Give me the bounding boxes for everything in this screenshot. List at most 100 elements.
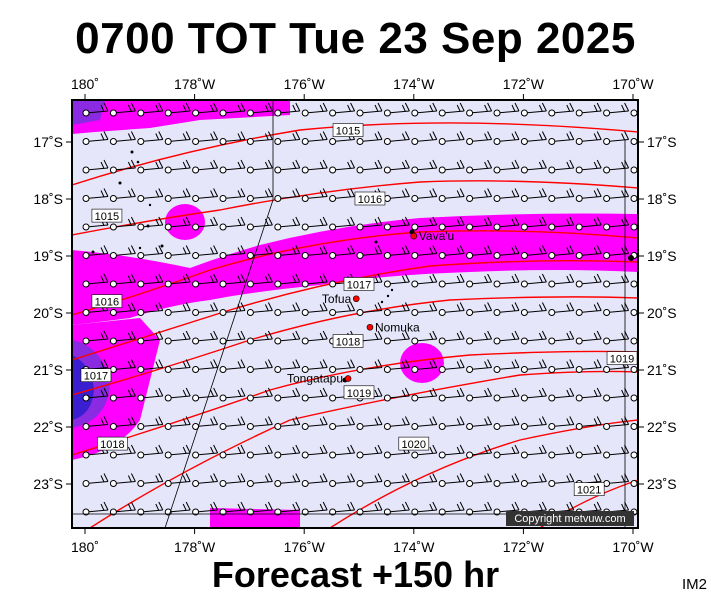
lon-label-bottom: 178˚W	[174, 539, 216, 555]
wind-barb	[603, 131, 630, 145]
isobar-label: 1016	[91, 294, 123, 309]
lat-label-left: 17˚S	[33, 134, 63, 150]
svg-text:1019: 1019	[610, 354, 634, 366]
wind-barb	[219, 501, 246, 516]
isobar-label: 1019	[606, 351, 638, 366]
wind-barb	[356, 159, 383, 174]
wind-barb	[219, 444, 246, 459]
wind-barb	[411, 216, 438, 231]
wind-barb	[438, 473, 465, 487]
wind-barb	[466, 302, 493, 316]
wind-barb	[520, 273, 547, 288]
wind-barb	[82, 159, 109, 174]
longitude-ticks-bottom: 180˚ 178˚W 176˚W 174˚W 172˚W 170˚W	[71, 528, 654, 555]
wind-barb	[411, 330, 438, 345]
wind-barb	[192, 416, 219, 430]
wind-barb	[466, 273, 493, 288]
wind-barb	[219, 245, 246, 259]
wind-barb	[548, 330, 575, 345]
wind-barb	[493, 416, 520, 430]
wind-barb	[411, 416, 438, 430]
wind-barb	[109, 501, 136, 516]
wind-barb	[520, 159, 547, 174]
wind-barb	[520, 188, 547, 202]
wind-barb	[164, 359, 191, 373]
wind-barb	[575, 387, 602, 402]
wind-barb	[329, 501, 356, 516]
wind-barb	[411, 302, 438, 316]
wind-barb	[246, 159, 273, 174]
svg-text:1016: 1016	[358, 194, 382, 206]
wind-barb	[137, 359, 164, 373]
wind-barb	[466, 387, 493, 402]
lon-label-bottom: 170˚W	[612, 539, 654, 555]
isobar-label: 1021	[573, 482, 605, 497]
wind-barb	[493, 387, 520, 402]
isobar-label: 1015	[332, 123, 364, 138]
wind-barb	[575, 416, 602, 430]
wind-barb	[164, 330, 191, 345]
svg-text:1017: 1017	[347, 280, 371, 292]
wind-barb	[356, 416, 383, 430]
wind-barb	[438, 216, 465, 231]
place-marker: Nomuka	[366, 320, 420, 334]
wind-barb	[246, 387, 273, 402]
wind-barb	[274, 416, 301, 430]
wind-barb	[356, 359, 383, 373]
wind-barb	[301, 216, 328, 231]
wind-barb	[411, 444, 438, 459]
wind-barb	[246, 245, 273, 259]
wind-barb	[82, 387, 109, 402]
lon-label-bottom: 180˚	[71, 539, 99, 555]
copyright-box	[506, 511, 634, 526]
lon-label-top: 176˚W	[284, 76, 326, 92]
wind-barb	[137, 273, 164, 288]
wind-barb	[301, 131, 328, 145]
wind-barb	[329, 159, 356, 174]
wind-barb	[329, 359, 356, 373]
wind-barb	[274, 387, 301, 402]
wind-barb	[82, 473, 109, 487]
wind-barb	[520, 473, 547, 487]
wind-barb	[192, 330, 219, 345]
place-name: Tongatapu	[287, 372, 343, 386]
wind-barb	[548, 216, 575, 231]
wind-barb	[411, 273, 438, 288]
wind-barb	[301, 159, 328, 174]
lat-label-right: 18˚S	[647, 191, 677, 207]
wind-barb	[274, 501, 301, 516]
wind-barb	[246, 416, 273, 430]
isobar-label: 1015	[91, 208, 123, 223]
wind-barb	[466, 359, 493, 373]
wind-barb	[383, 302, 410, 316]
wind-barb	[192, 501, 219, 516]
wind-barb	[192, 131, 219, 145]
wind-barb	[164, 216, 191, 231]
wind-barb	[493, 359, 520, 373]
wind-barb	[274, 159, 301, 174]
place-name: Tofua	[322, 292, 352, 306]
wind-barb	[466, 501, 493, 516]
wind-barbs	[82, 102, 638, 516]
wind-barb	[466, 159, 493, 174]
wind-barb	[383, 416, 410, 430]
wind-barb	[109, 131, 136, 145]
wind-barb	[219, 273, 246, 288]
wind-barb	[246, 473, 273, 487]
wind-barb	[493, 216, 520, 231]
wind-barb	[246, 273, 273, 288]
map-frame	[71, 99, 639, 529]
wind-barb	[219, 159, 246, 174]
wind-barb	[274, 245, 301, 259]
wind-barb	[137, 302, 164, 316]
wind-barb	[109, 245, 136, 259]
wind-barb	[356, 473, 383, 487]
copyright-text: Copyright metvuw.com	[514, 513, 625, 525]
wind-barb	[246, 216, 273, 231]
lat-label-right: 22˚S	[647, 419, 677, 435]
wind-barb	[411, 102, 438, 117]
wind-barb	[438, 387, 465, 402]
wind-barb	[493, 188, 520, 202]
lat-label-right: 17˚S	[647, 134, 677, 150]
wind-barb	[548, 159, 575, 174]
